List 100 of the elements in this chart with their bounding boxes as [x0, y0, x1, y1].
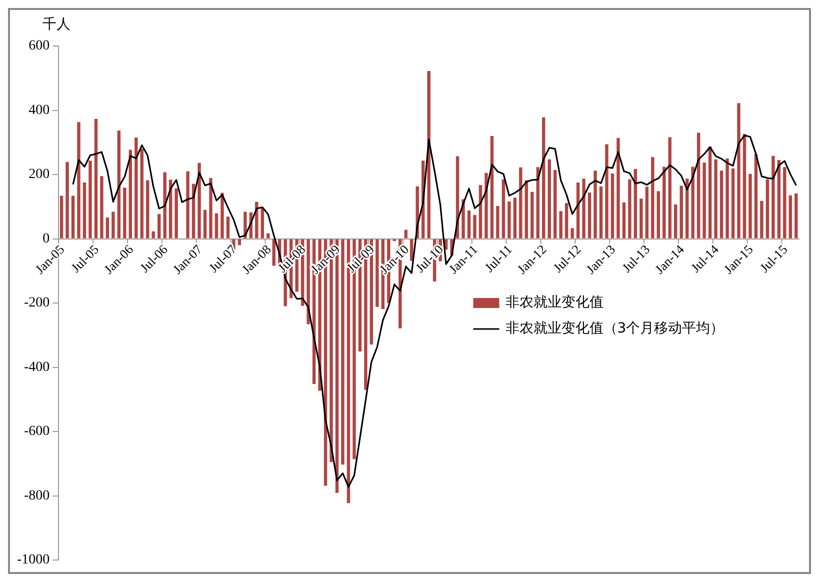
- y-tick-label: -1000: [16, 552, 50, 568]
- bar: [760, 200, 764, 238]
- bar: [599, 186, 603, 238]
- bar: [691, 166, 694, 238]
- bar: [645, 186, 649, 238]
- bar: [66, 162, 69, 238]
- bar: [680, 186, 683, 238]
- bar: [128, 150, 132, 238]
- y-axis-title: 千人: [42, 16, 71, 33]
- y-tick-label: 600: [28, 38, 50, 54]
- bar: [157, 214, 161, 238]
- bar: [140, 148, 144, 238]
- bar: [203, 210, 207, 238]
- bar: [524, 180, 528, 238]
- bar: [588, 192, 592, 238]
- bar: [766, 179, 770, 238]
- bar: [214, 213, 218, 238]
- bar: [260, 208, 264, 238]
- y-tick-label: 400: [28, 102, 50, 118]
- bar: [788, 195, 792, 238]
- bar: [123, 188, 126, 238]
- bar: [198, 162, 201, 238]
- bar: [490, 136, 494, 238]
- bar: [82, 182, 86, 238]
- bar: [594, 170, 597, 238]
- bar: [640, 198, 643, 238]
- bar: [772, 156, 775, 238]
- y-tick-label: -800: [24, 488, 50, 504]
- bar: [674, 204, 678, 238]
- bar: [163, 172, 166, 238]
- bar: [548, 159, 551, 238]
- y-tick-label: -600: [24, 424, 50, 440]
- bar: [668, 137, 672, 238]
- bar: [714, 159, 718, 238]
- bar: [794, 193, 798, 238]
- bar: [754, 154, 758, 238]
- bar: [616, 138, 620, 238]
- bar: [502, 179, 506, 238]
- bar: [720, 170, 724, 238]
- y-tick-label: -200: [24, 296, 50, 311]
- bar: [71, 196, 75, 238]
- bar: [496, 206, 500, 238]
- bar: [410, 239, 414, 261]
- bar: [484, 172, 488, 238]
- bar: [226, 216, 230, 238]
- bar: [106, 218, 110, 238]
- bar: [742, 134, 746, 238]
- bar: [94, 118, 98, 238]
- bar: [513, 198, 517, 238]
- bar: [427, 71, 430, 238]
- bar: [473, 214, 476, 238]
- y-tick-label: 200: [28, 167, 50, 182]
- bar: [559, 211, 562, 238]
- bar: [726, 158, 729, 238]
- legend-label: 非农就业变化值（3个月移动平均）: [505, 320, 724, 337]
- bar: [100, 176, 104, 238]
- bar: [209, 178, 212, 238]
- bar: [341, 239, 344, 465]
- bar: [610, 174, 614, 238]
- bar: [702, 162, 706, 238]
- bar: [564, 203, 568, 238]
- bar: [605, 144, 608, 238]
- bar: [376, 239, 379, 307]
- bar: [146, 180, 150, 238]
- bar: [134, 138, 138, 238]
- bar: [777, 160, 781, 238]
- bar: [731, 168, 735, 238]
- bar: [508, 201, 511, 238]
- bar: [112, 212, 115, 238]
- bar: [306, 239, 310, 324]
- bar: [530, 192, 534, 238]
- bar: [570, 228, 574, 238]
- bar: [220, 192, 224, 238]
- bar: [152, 231, 155, 238]
- bar: [553, 170, 557, 238]
- bar: [748, 174, 752, 238]
- bar: [662, 166, 666, 238]
- bar: [519, 167, 522, 238]
- bar: [117, 130, 121, 238]
- bar: [467, 210, 471, 238]
- bar: [186, 171, 190, 238]
- bar: [542, 117, 546, 238]
- bar: [88, 160, 92, 238]
- bar: [737, 103, 740, 238]
- bar: [622, 202, 626, 238]
- bar: [582, 178, 586, 238]
- bar: [255, 202, 258, 238]
- bar: [404, 230, 408, 238]
- bar: [628, 179, 632, 238]
- y-tick-label: -400: [24, 360, 50, 375]
- bar: [174, 188, 178, 238]
- bar: [266, 233, 270, 238]
- bar: [656, 191, 660, 238]
- bar: [60, 196, 64, 238]
- bar: [783, 167, 786, 238]
- bar: [77, 122, 80, 238]
- bar: [708, 146, 712, 238]
- bar: [651, 157, 654, 238]
- y-tick-label: 0: [42, 231, 50, 246]
- legend-label: 非农就业变化值: [505, 294, 604, 311]
